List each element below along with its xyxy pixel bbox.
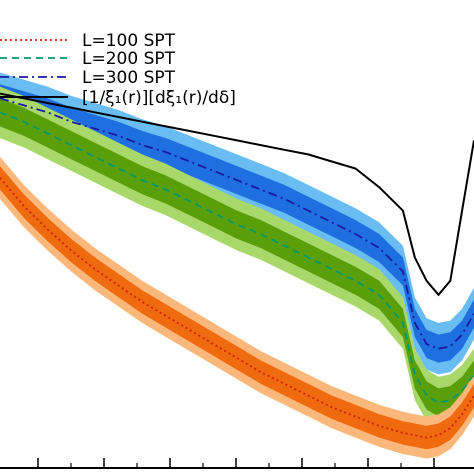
legend-label-2: L=300 SPT <box>82 68 176 88</box>
series-line-0 <box>0 177 474 439</box>
series-lines <box>0 92 474 439</box>
legend-label-0: L=100 SPT <box>82 31 176 51</box>
series-line-3 <box>0 92 474 297</box>
uncertainty-bands <box>0 72 474 459</box>
plot-frame <box>0 458 474 469</box>
legend-label-1: L=200 SPT <box>82 49 176 69</box>
legend-label-3: [1/ξ₁(r)][dξ₁(r)/dδ] <box>82 88 236 108</box>
series-line-2 <box>0 97 474 350</box>
band-inner-1 <box>0 98 474 417</box>
series-line-1 <box>0 111 474 404</box>
